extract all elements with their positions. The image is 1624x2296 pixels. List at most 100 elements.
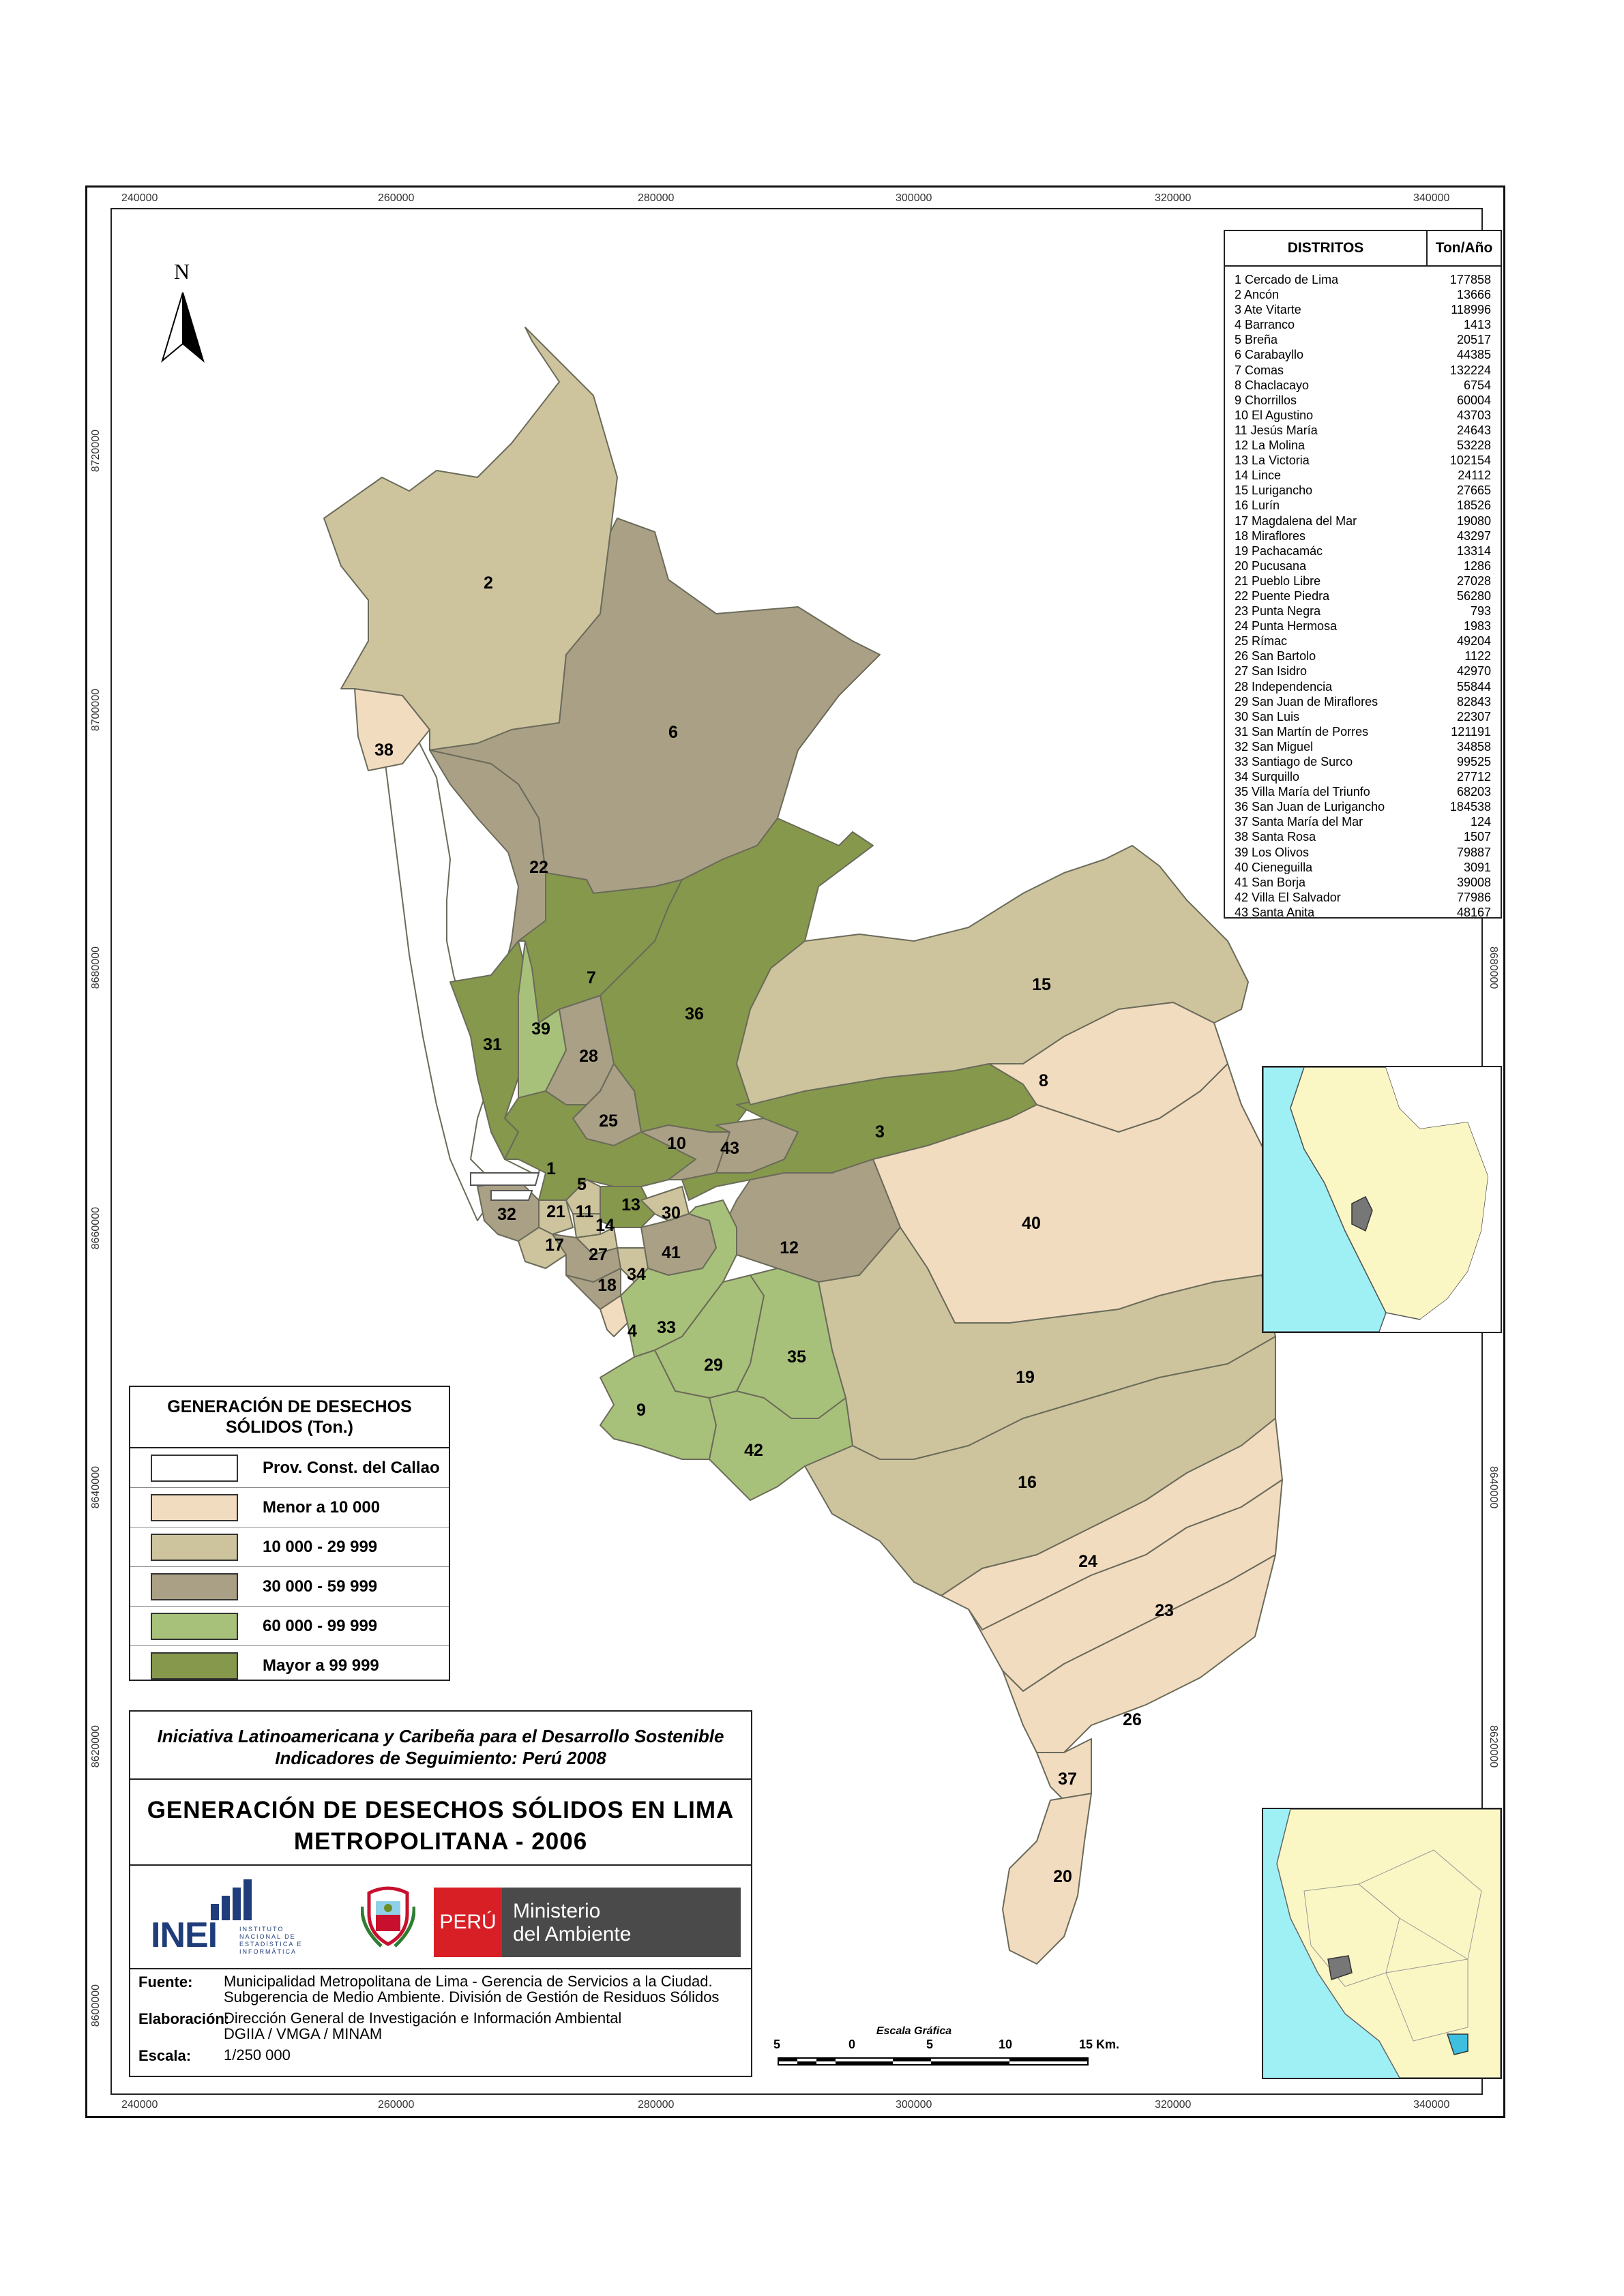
district-name: 13 La Victoria [1235, 453, 1310, 468]
district-name: 29 San Juan de Miraflores [1235, 694, 1378, 709]
district-name: 31 San Martín de Porres [1235, 724, 1369, 739]
scale-bar-label: 5 [926, 2038, 934, 2051]
districts-table-row: 15 Lurigancho 27665 [1235, 483, 1491, 498]
districts-table-row: 37 Santa María del Mar 124 [1235, 814, 1491, 829]
district-tons: 18526 [1456, 498, 1491, 513]
district-name: 30 San Luis [1235, 709, 1300, 724]
district-name: 12 La Molina [1235, 438, 1305, 453]
label-12: 12 [780, 1238, 799, 1257]
districts-table-row: 27 San Isidro 42970 [1235, 664, 1491, 679]
x-tick: 320000 [1155, 192, 1192, 204]
district-tons: 27712 [1456, 770, 1491, 784]
district-name: 38 Santa Rosa [1235, 830, 1316, 844]
scale-bar-label: 10 [999, 2038, 1013, 2051]
label-32: 32 [497, 1205, 516, 1224]
district-name: 25 Rímac [1235, 634, 1288, 648]
legend-swatch [151, 1454, 238, 1482]
district-tons: 1413 [1463, 318, 1491, 332]
district-name: 32 San Miguel [1235, 739, 1314, 754]
districts-table-row: 16 Lurín 18526 [1235, 498, 1491, 513]
district-name: 26 San Bartolo [1235, 649, 1316, 664]
label-22: 22 [529, 858, 548, 877]
district-20[interactable] [1002, 1793, 1092, 1965]
ministry-line-2: del Ambiente [513, 1923, 632, 1945]
label-23: 23 [1155, 1601, 1174, 1620]
label-6: 6 [668, 723, 678, 742]
district-name: 37 Santa María del Mar [1235, 815, 1363, 829]
district-tons: 19080 [1456, 513, 1491, 528]
map-outer-frame [85, 185, 1505, 2118]
scale-bar-graphic [778, 2057, 1089, 2066]
districts-table-row: 43 Santa Anita 48167 [1235, 905, 1491, 920]
north-letter: N [174, 259, 190, 284]
district-15[interactable] [736, 845, 1249, 1105]
districts-table-row: 35 Villa María del Triunfo 68203 [1235, 784, 1491, 799]
source-line-1: Municipalidad Metropolitana de Lima - Ge… [224, 1973, 713, 1990]
district-21[interactable] [538, 1199, 574, 1235]
inset-peru-country [1262, 1808, 1502, 2079]
label-38: 38 [374, 741, 394, 760]
districts-table-row: 14 Lince 24112 [1235, 468, 1491, 483]
legend-item: 30 000 - 59 999 [130, 1567, 449, 1607]
inei-wordmark: INEI [151, 1915, 218, 1955]
district-4[interactable] [600, 1295, 628, 1337]
label-30: 30 [662, 1204, 681, 1223]
inset-lima-region [1262, 1066, 1502, 1333]
callao-port-lines [470, 1172, 540, 1201]
district-tons: 177858 [1449, 273, 1491, 286]
district-tons: 793 [1470, 604, 1491, 618]
inei-bars-icon [211, 1879, 252, 1920]
label-26: 26 [1123, 1710, 1142, 1729]
district-tons: 102154 [1449, 453, 1491, 468]
label-3: 3 [875, 1122, 885, 1142]
districts-table-row: 23 Punta Negra 793 [1235, 603, 1491, 618]
district-name: 43 Santa Anita [1235, 905, 1315, 919]
label-24: 24 [1078, 1552, 1097, 1571]
label-40: 40 [1022, 1214, 1041, 1233]
district-name: 3 Ate Vitarte [1235, 303, 1301, 317]
districts-table-row: 32 San Miguel 34858 [1235, 739, 1491, 754]
district-name: 16 Lurín [1235, 498, 1280, 513]
label-19: 19 [1016, 1368, 1035, 1387]
ministry-box: Ministerio del Ambiente [502, 1888, 741, 1957]
district-name: 17 Magdalena del Mar [1235, 513, 1357, 528]
districts-table-row: 28 Independencia 55844 [1235, 679, 1491, 694]
districts-table-row: 9 Chorrillos 60004 [1235, 393, 1491, 408]
north-arrow-icon [161, 292, 205, 363]
district-name: 34 Surquillo [1235, 770, 1300, 784]
district-name: 35 Villa María del Triunfo [1235, 785, 1370, 799]
legend-items: Prov. Const. del Callao Menor a 10 000 10 … [130, 1448, 449, 1685]
lima-region-inset-map [1263, 1067, 1501, 1332]
label-2: 2 [484, 573, 493, 593]
district-name: 8 Chaclacayo [1235, 378, 1310, 392]
district-tons: 44385 [1456, 348, 1491, 362]
district-name: 10 El Agustino [1235, 408, 1314, 422]
label-10: 10 [667, 1134, 686, 1153]
peru-inset-map [1263, 1808, 1501, 2078]
district-name: 2 Ancón [1235, 288, 1280, 302]
districts-table-row: 19 Pachacamác 13314 [1235, 543, 1491, 558]
legend-swatch [151, 1612, 238, 1640]
x-tick: 300000 [896, 192, 932, 204]
label-16: 16 [1018, 1473, 1037, 1492]
district-name: 40 Cieneguilla [1235, 860, 1313, 874]
district-name: 22 Puente Piedra [1235, 588, 1330, 603]
elaboration-line-1: Dirección General de Investigación e Inf… [224, 2010, 622, 2027]
district-tons: 1122 [1464, 649, 1491, 664]
legend-item: 60 000 - 99 999 [130, 1607, 449, 1646]
districts-table-row: 5 Breña 20517 [1235, 332, 1491, 347]
district-tons: 184538 [1449, 800, 1491, 814]
districts-table-row: 2 Ancón 13666 [1235, 287, 1491, 302]
label-41: 41 [662, 1243, 681, 1262]
district-42[interactable] [709, 1390, 853, 1501]
district-tons: 1286 [1463, 558, 1491, 573]
legend-label: Mayor a 99 999 [263, 1656, 379, 1675]
initiative-header: Iniciativa Latinoamericana y Caribeña pa… [130, 1712, 751, 1780]
x-tick: 260000 [378, 192, 415, 204]
legend-label: 10 000 - 29 999 [263, 1537, 378, 1556]
legend-swatch [151, 1533, 238, 1561]
source-label: Fuente: [138, 1973, 193, 1991]
label-34: 34 [627, 1265, 646, 1284]
inei-subtitle: INSTITUTO NACIONAL DE ESTADÍSTICA E INFO… [239, 1926, 303, 1955]
